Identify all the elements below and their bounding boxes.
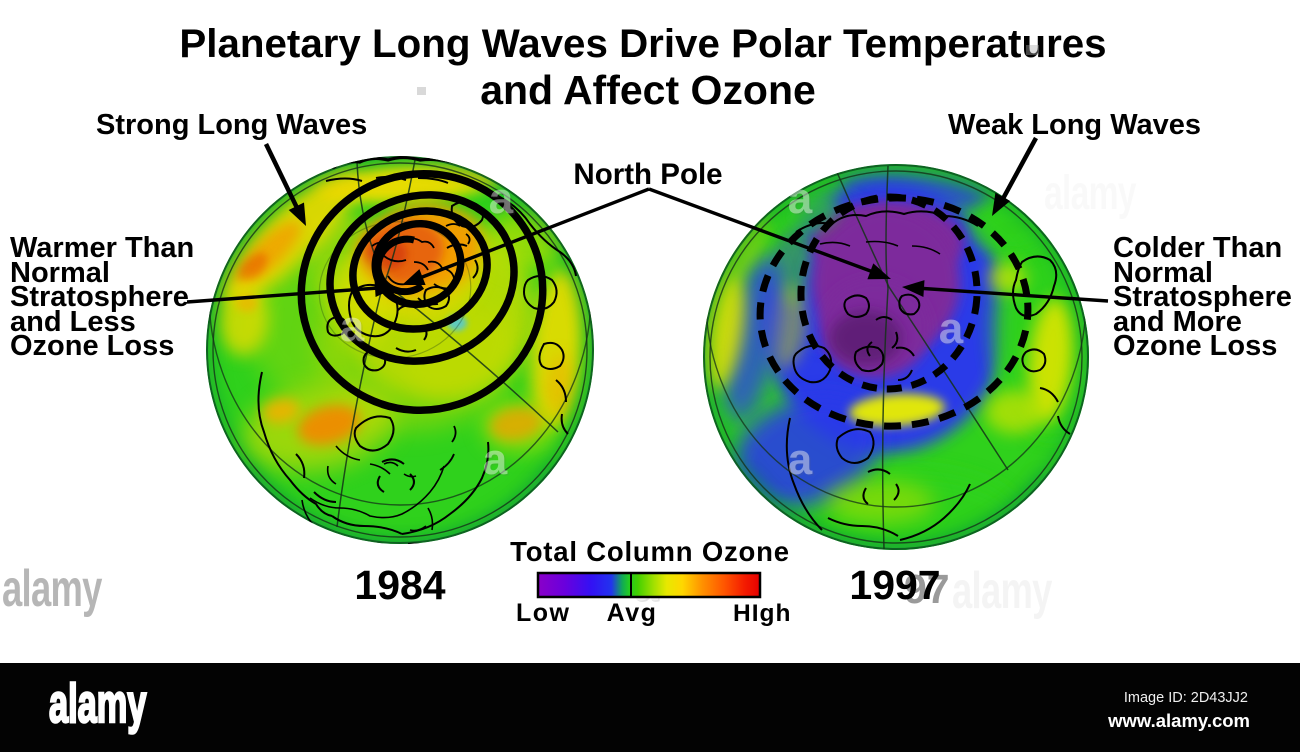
- svg-text:Low: Low: [516, 599, 571, 627]
- svg-text:a: a: [484, 437, 509, 486]
- svg-text:alamy: alamy: [1044, 165, 1136, 219]
- svg-text:a: a: [788, 435, 813, 484]
- svg-text:a: a: [489, 174, 514, 223]
- svg-text:and Less: and Less: [10, 306, 136, 338]
- svg-text:97: 97: [904, 566, 950, 612]
- svg-text:alamy: alamy: [49, 672, 147, 734]
- svg-text:Image ID: 2D43JJ2: Image ID: 2D43JJ2: [1124, 690, 1248, 706]
- svg-text:Stratosphere: Stratosphere: [1113, 281, 1292, 313]
- svg-text:Ozone Loss: Ozone Loss: [1113, 330, 1277, 362]
- svg-text:www.alamy.com: www.alamy.com: [1107, 710, 1250, 731]
- svg-text:a: a: [940, 306, 965, 355]
- svg-text:Warmer Than: Warmer Than: [10, 232, 194, 264]
- svg-text:1997: 1997: [849, 562, 940, 608]
- svg-text:a: a: [483, 435, 508, 484]
- svg-text:North Pole: North Pole: [573, 158, 722, 191]
- svg-text:1984: 1984: [354, 562, 445, 608]
- svg-text:alamy: alamy: [2, 558, 102, 617]
- svg-text:a: a: [340, 302, 365, 351]
- svg-text:Weak Long Waves: Weak Long Waves: [948, 109, 1201, 141]
- svg-text:a: a: [939, 304, 964, 353]
- svg-text:and More: and More: [1113, 306, 1242, 338]
- svg-text:Stratosphere: Stratosphere: [10, 281, 189, 313]
- svg-text:Ozone Loss: Ozone Loss: [10, 330, 174, 362]
- svg-text:Normal: Normal: [10, 257, 110, 289]
- svg-text:Planetary Long Waves Drive Pol: Planetary Long Waves Drive Polar Tempera…: [179, 21, 1106, 66]
- svg-text:Strong Long Waves: Strong Long Waves: [96, 109, 367, 141]
- svg-text:alamy: alamy: [952, 560, 1052, 619]
- svg-text:a: a: [789, 176, 814, 225]
- svg-text:and Affect Ozone: and Affect Ozone: [480, 67, 816, 113]
- svg-text:a: a: [341, 304, 366, 353]
- svg-text:a: a: [789, 437, 814, 486]
- svg-text:a: a: [490, 176, 515, 225]
- svg-text:Colder Than: Colder Than: [1113, 232, 1282, 264]
- svg-text:a: a: [788, 174, 813, 223]
- svg-text:HIgh: HIgh: [733, 600, 791, 627]
- svg-text:Total Column Ozone: Total Column Ozone: [510, 536, 790, 567]
- svg-text:Normal: Normal: [1113, 257, 1213, 289]
- svg-text:Avg: Avg: [607, 599, 658, 627]
